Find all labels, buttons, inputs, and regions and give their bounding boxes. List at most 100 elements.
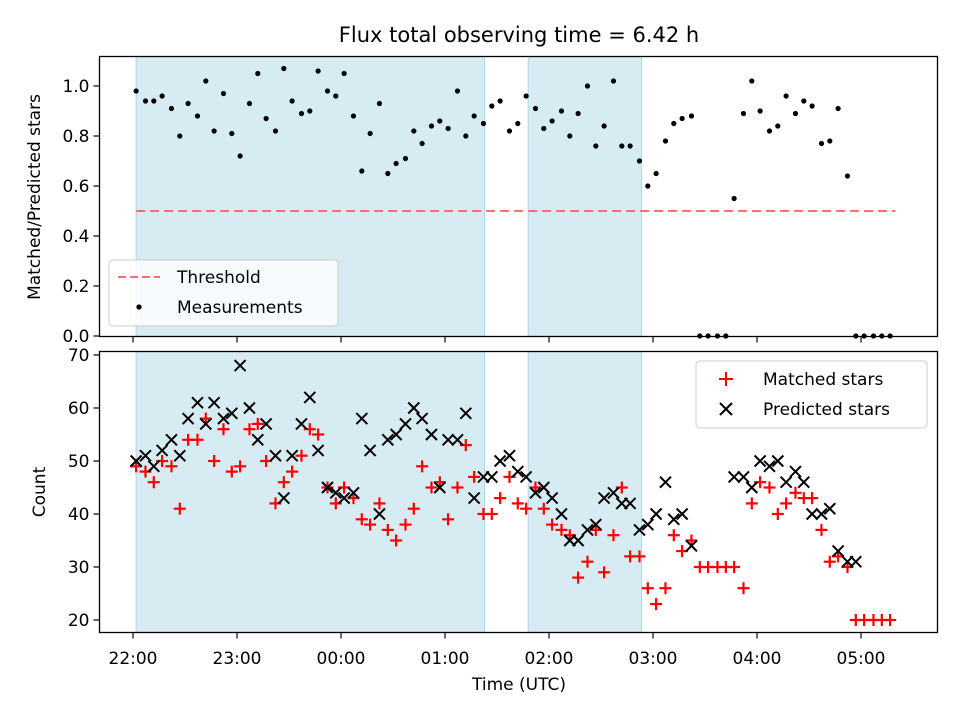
predicted-star-point: [753, 454, 767, 468]
legend-predicted-swatch: [719, 402, 733, 416]
y-tick-label: 0.8: [62, 127, 89, 147]
measurement-point: [515, 120, 521, 127]
measurement-point: [801, 98, 807, 104]
matched-star-point: [780, 497, 793, 510]
x-tick-label: 02:00: [525, 649, 574, 669]
measurement-point: [203, 78, 209, 84]
measurement-point: [194, 113, 201, 119]
measurement-point: [671, 120, 677, 127]
predicted-star-point: [425, 428, 438, 441]
matched-star-point: [373, 497, 386, 510]
predicted-star-point: [511, 465, 525, 478]
predicted-star-point: [381, 433, 395, 447]
measurement-point: [133, 88, 139, 94]
matched-star-point: [633, 550, 646, 563]
predicted-star-point: [805, 507, 819, 521]
predicted-star-point: [459, 407, 473, 420]
legend-measurements-swatch: [136, 304, 142, 310]
matched-star-point: [494, 492, 507, 505]
measurement-point: [263, 115, 269, 122]
predicted-star-point: [277, 491, 291, 505]
measurement-point: [749, 78, 755, 84]
measurement-point: [367, 130, 373, 137]
predicted-star-point: [623, 497, 637, 510]
predicted-star-point: [243, 401, 256, 415]
matched-star-point: [537, 502, 550, 515]
matched-star-point: [468, 470, 481, 483]
predicted-star-point: [633, 523, 646, 537]
matched-star-point: [234, 460, 247, 473]
matched-star-point: [581, 555, 594, 568]
predicted-star-point: [363, 444, 377, 457]
measurement-point: [307, 108, 313, 114]
measurement-point: [229, 130, 235, 137]
measurement-point: [289, 98, 295, 104]
measurement-point: [636, 158, 643, 164]
predicted-star-point: [259, 417, 273, 431]
matched-star-point: [555, 523, 568, 536]
predicted-star-point: [217, 412, 230, 425]
predicted-star-point: [181, 412, 195, 425]
x-tick-label: 22:00: [109, 649, 158, 669]
bottom-panel: 20 30 40 50 60 70 22:00 23:00 00:00 01:00 02:00 03…: [30, 346, 939, 695]
x-axis-label: Time (UTC): [471, 675, 566, 695]
predicted-star-point: [659, 475, 672, 489]
x-tick-label: 23:00: [213, 649, 262, 669]
predicted-star-point: [537, 481, 551, 494]
predicted-star-point: [519, 470, 533, 484]
measurement-point: [220, 90, 227, 97]
predicted-star-point: [355, 412, 369, 425]
legend-predicted-label: Predicted stars: [763, 400, 890, 420]
matched-star-point: [728, 561, 741, 573]
predicted-star-point: [311, 444, 325, 457]
predicted-star-point: [225, 407, 239, 420]
shaded-interval-1: [527, 351, 643, 633]
measurement-point: [835, 105, 841, 112]
matched-star-point: [763, 481, 776, 494]
matched-star-point: [191, 433, 204, 446]
matched-star-point: [173, 502, 186, 515]
matched-star-point: [485, 508, 498, 520]
matched-star-point: [884, 614, 897, 626]
measurement-point: [679, 115, 685, 122]
y-tick-label: 40: [68, 505, 90, 525]
predicted-star-point: [389, 428, 403, 441]
matched-star-point: [745, 497, 758, 510]
x-tick-label: 05:00: [837, 649, 886, 669]
measurement-point: [255, 70, 261, 77]
measurement-point: [567, 133, 573, 139]
matched-star-point: [355, 513, 368, 526]
predicted-star-point: [589, 518, 603, 531]
measurement-point: [523, 93, 529, 99]
measurement-point: [775, 123, 781, 129]
measurement-point: [619, 143, 625, 149]
measurement-point: [463, 133, 469, 139]
measurement-point: [731, 195, 737, 202]
measurement-point: [159, 93, 165, 99]
measurement-point: [246, 100, 253, 107]
predicted-star-point: [329, 486, 343, 500]
measurement-point: [393, 160, 399, 167]
predicted-star-point: [667, 513, 681, 526]
measurement-point: [610, 78, 617, 84]
y-tick-label: 0.0: [62, 327, 89, 347]
matched-star-point: [277, 476, 290, 489]
predicted-star-point: [771, 454, 785, 468]
matched-star-point: [442, 513, 455, 526]
measurement-point: [142, 98, 149, 104]
measurement-point: [454, 88, 461, 94]
measurement-point: [341, 70, 347, 77]
matched-star-point: [381, 523, 394, 536]
predicted-star-point: [545, 491, 559, 505]
predicted-star-point: [649, 507, 663, 521]
predicted-star-point: [823, 502, 837, 515]
measurement-point: [445, 125, 451, 132]
matched-star-point: [390, 534, 403, 547]
predicted-star-point: [407, 401, 421, 415]
predicted-star-point: [763, 460, 776, 473]
bottom-axes-frame: [98, 350, 939, 634]
y-tick-label: 70: [68, 346, 90, 366]
measurement-point: [575, 110, 581, 117]
top-x-ticks: [132, 336, 862, 343]
